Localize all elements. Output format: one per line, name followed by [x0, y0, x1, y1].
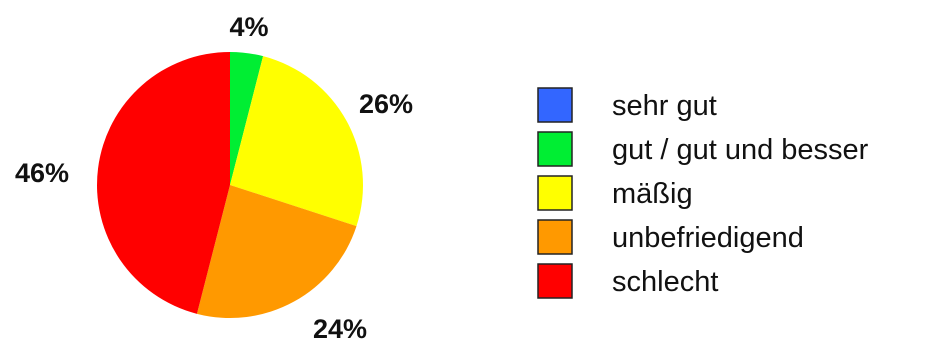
- legend-swatch: [537, 219, 573, 255]
- pie-value-label: 24%: [313, 314, 367, 343]
- legend-swatch: [537, 175, 573, 211]
- pie-value-label: 4%: [229, 12, 268, 42]
- pie-value-labels: 4% 26% 24% 46%: [15, 12, 413, 343]
- legend-swatch: [537, 263, 573, 299]
- legend-entry-label: schlecht: [612, 266, 718, 298]
- legend-entry-label: unbefriedigend: [612, 222, 804, 254]
- pie-value-label: 26%: [359, 89, 413, 119]
- pie-slice-gut-gut-und-besser: [230, 52, 264, 185]
- pie-slice-mäßig: [230, 56, 363, 227]
- legend-swatch: [537, 87, 573, 123]
- legend-entry-label: mäßig: [612, 178, 693, 210]
- legend-swatch: [537, 131, 573, 167]
- pie-slice-schlecht: [97, 51, 230, 314]
- pie-value-label: 46%: [15, 158, 69, 188]
- legend-entry-label: sehr gut: [612, 90, 717, 122]
- legend: sehr gut gut / gut und besser mäßig unbefri…: [537, 87, 869, 299]
- pie-slices: [97, 51, 363, 318]
- pie-slice-unbefriedigend: [196, 185, 357, 318]
- legend-entry-label: gut / gut und besser: [612, 134, 869, 166]
